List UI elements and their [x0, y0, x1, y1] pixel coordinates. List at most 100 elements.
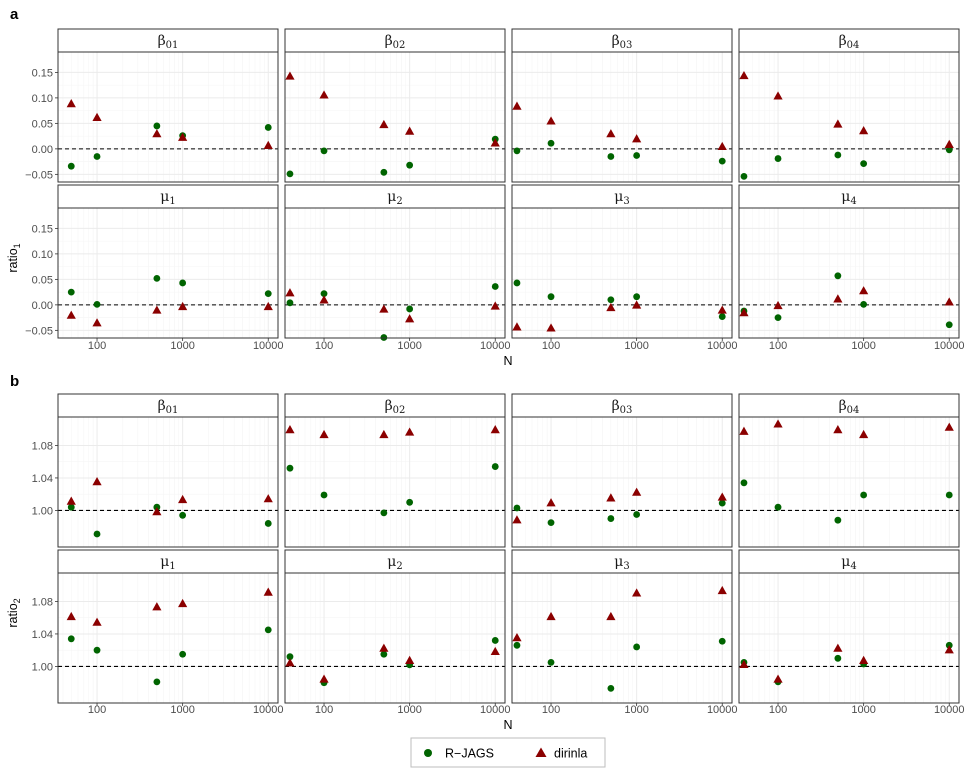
point-r-jags [633, 152, 641, 159]
y-tick-label: 1.00 [32, 661, 53, 673]
y-tick-label: 0.05 [32, 274, 53, 286]
point-dirinla [717, 585, 727, 595]
facet-strip-label: β04 [839, 398, 860, 416]
point-r-jags [945, 491, 953, 499]
point-r-jags [834, 272, 842, 280]
panel-border [738, 51, 960, 183]
point-r-jags [264, 626, 272, 634]
panel-border [511, 207, 733, 339]
facet-strip [738, 184, 960, 209]
point-r-jags [607, 515, 615, 522]
point-r-jags [406, 305, 414, 313]
x-tick-label: 10000 [934, 340, 965, 352]
point-dirinla [405, 314, 415, 323]
point-dirinla [66, 310, 76, 319]
point-dirinla [92, 477, 102, 486]
x-tick-label: 100 [769, 340, 787, 352]
facet: β01 −0.05 0.00 0.05 0.10 0.15 [25, 28, 279, 183]
y-axis-title: ratio1 [6, 243, 22, 272]
point-r-jags [380, 168, 388, 176]
x-tick-label: 10000 [934, 704, 965, 716]
point-dirinla [739, 70, 749, 80]
point-r-jags [547, 293, 555, 301]
panel-border [284, 416, 506, 548]
point-dirinla [606, 129, 616, 138]
facet: β03 [511, 28, 733, 183]
point-r-jags [547, 519, 555, 527]
point-dirinla [512, 101, 522, 110]
y-tick-label: 1.04 [32, 473, 53, 485]
x-tick-label: 100 [315, 704, 333, 716]
point-r-jags [93, 646, 101, 654]
point-r-jags [834, 151, 842, 159]
point-r-jags [774, 155, 782, 162]
point-dirinla [546, 116, 556, 125]
facet-strip-label: β02 [385, 398, 406, 416]
point-r-jags [633, 643, 641, 651]
facet-strip [284, 549, 506, 574]
point-dirinla [632, 588, 642, 597]
facet-strip [511, 393, 733, 418]
point-r-jags [67, 635, 75, 643]
point-r-jags [945, 146, 953, 154]
point-dirinla [944, 422, 954, 431]
point-dirinla [717, 141, 727, 151]
point-r-jags [834, 516, 842, 524]
point-r-jags [718, 499, 726, 507]
point-r-jags [774, 314, 782, 322]
facet-strip-label: μ2 [387, 554, 402, 572]
point-dirinla [632, 134, 642, 143]
point-dirinla [546, 323, 556, 332]
point-dirinla [859, 655, 869, 664]
facet: β04 [738, 28, 960, 183]
y-tick-label: 0.00 [32, 300, 53, 312]
facet-strip-label: μ4 [841, 189, 856, 207]
point-r-jags [740, 479, 748, 487]
point-dirinla [319, 674, 329, 683]
point-dirinla [405, 427, 415, 436]
facet-strip [284, 28, 506, 53]
point-r-jags [513, 147, 521, 155]
point-dirinla [773, 300, 783, 310]
point-dirinla [512, 322, 522, 331]
x-tick-label: 10000 [480, 704, 511, 716]
point-dirinla [92, 318, 102, 327]
point-dirinla [152, 602, 162, 611]
point-r-jags [945, 321, 953, 329]
panel-border [738, 207, 960, 339]
point-dirinla [512, 633, 522, 642]
point-dirinla [319, 90, 329, 99]
legend-box [410, 737, 606, 768]
point-dirinla [859, 429, 869, 439]
point-dirinla [833, 119, 843, 128]
point-r-jags [406, 161, 414, 169]
facet: β02 [284, 393, 506, 548]
point-dirinla [717, 492, 727, 501]
point-r-jags [513, 504, 521, 512]
y-tick-label: 0.10 [32, 249, 53, 261]
facet-strip [57, 549, 279, 574]
point-r-jags [179, 279, 187, 287]
point-dirinla [66, 611, 76, 621]
point-r-jags [718, 637, 726, 645]
x-tick-label: 1000 [624, 704, 648, 716]
facet: β01 1.00 1.04 1.08 [32, 393, 279, 548]
point-r-jags [513, 641, 521, 649]
facet-strip [738, 393, 960, 418]
point-r-jags [380, 509, 388, 517]
point-dirinla [490, 138, 500, 147]
point-r-jags [380, 334, 388, 341]
point-dirinla [490, 301, 500, 310]
point-r-jags [860, 160, 868, 168]
point-dirinla [490, 646, 500, 656]
facet-strip-label: β03 [612, 33, 633, 51]
point-r-jags [607, 153, 615, 160]
point-dirinla [833, 425, 843, 434]
point-r-jags [179, 511, 187, 519]
y-tick-label: −0.05 [25, 325, 53, 337]
point-r-jags [607, 296, 615, 304]
point-dirinla [285, 71, 295, 80]
point-r-jags [380, 650, 388, 658]
point-dirinla [717, 305, 727, 314]
point-dirinla [632, 487, 642, 496]
